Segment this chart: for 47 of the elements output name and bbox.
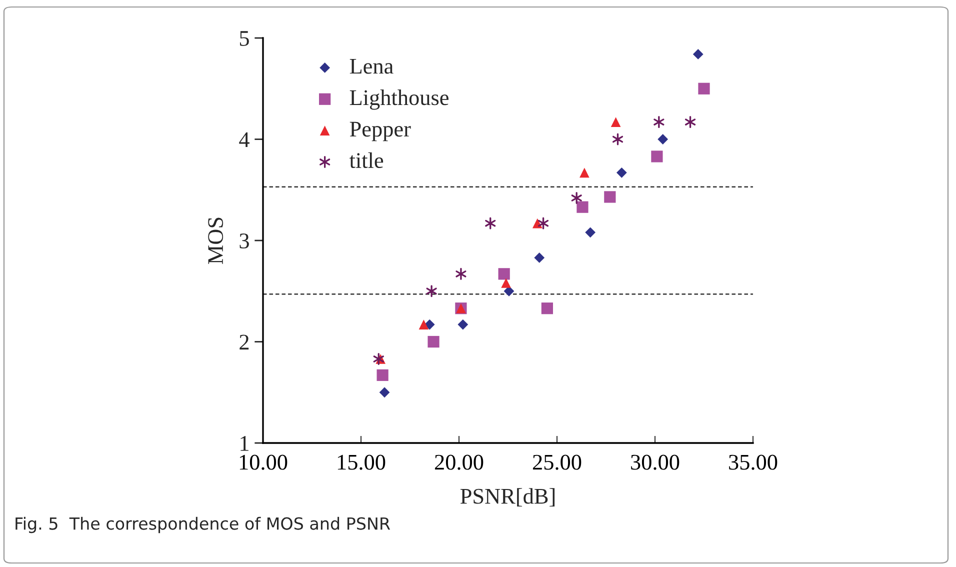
point	[580, 168, 590, 178]
point	[604, 191, 616, 203]
point	[658, 134, 668, 144]
point	[426, 285, 437, 298]
y-tick-label: 1	[240, 436, 248, 451]
point	[698, 82, 710, 94]
x-axis-title: PSNR[dB]	[460, 488, 555, 507]
x-tick-label: 20.00	[434, 454, 484, 470]
point	[501, 278, 511, 288]
y-tick-label: 5	[240, 31, 249, 46]
y-tick-label: 4	[239, 132, 250, 147]
x-tick-label: 15.00	[338, 454, 386, 470]
legend-label: Lighthouse	[350, 90, 448, 110]
point	[610, 117, 621, 127]
point	[376, 369, 388, 381]
y-axis-title: MOS	[208, 218, 224, 264]
point	[684, 116, 696, 128]
point	[534, 252, 545, 263]
point	[458, 319, 468, 330]
point	[541, 302, 554, 314]
caption: Fig. 5 The correspondence of MOS and PSNR	[16, 516, 390, 534]
x-tick-label: 35.00	[729, 454, 778, 470]
point	[373, 352, 384, 365]
point	[456, 268, 466, 280]
point	[428, 336, 440, 348]
point	[424, 319, 435, 330]
point	[616, 167, 627, 178]
point	[498, 268, 510, 280]
point	[576, 201, 588, 213]
x-tick-label: 25.00	[532, 454, 582, 470]
point	[379, 387, 390, 398]
point	[418, 320, 429, 330]
y-tick-label: 3	[240, 233, 249, 248]
point	[651, 150, 663, 162]
y-tick-label: 2	[240, 334, 249, 350]
point	[692, 49, 704, 60]
x-tick-label: 30.00	[631, 454, 680, 470]
point	[585, 227, 596, 238]
legend-label: title	[349, 152, 384, 168]
legend-label: Pepper	[350, 122, 411, 142]
point	[485, 217, 496, 230]
point	[571, 192, 582, 204]
point	[612, 133, 624, 146]
point	[654, 116, 664, 128]
x-tick-label: 10.00	[240, 454, 288, 470]
legend-label: Lena	[350, 59, 394, 74]
point	[538, 217, 549, 230]
